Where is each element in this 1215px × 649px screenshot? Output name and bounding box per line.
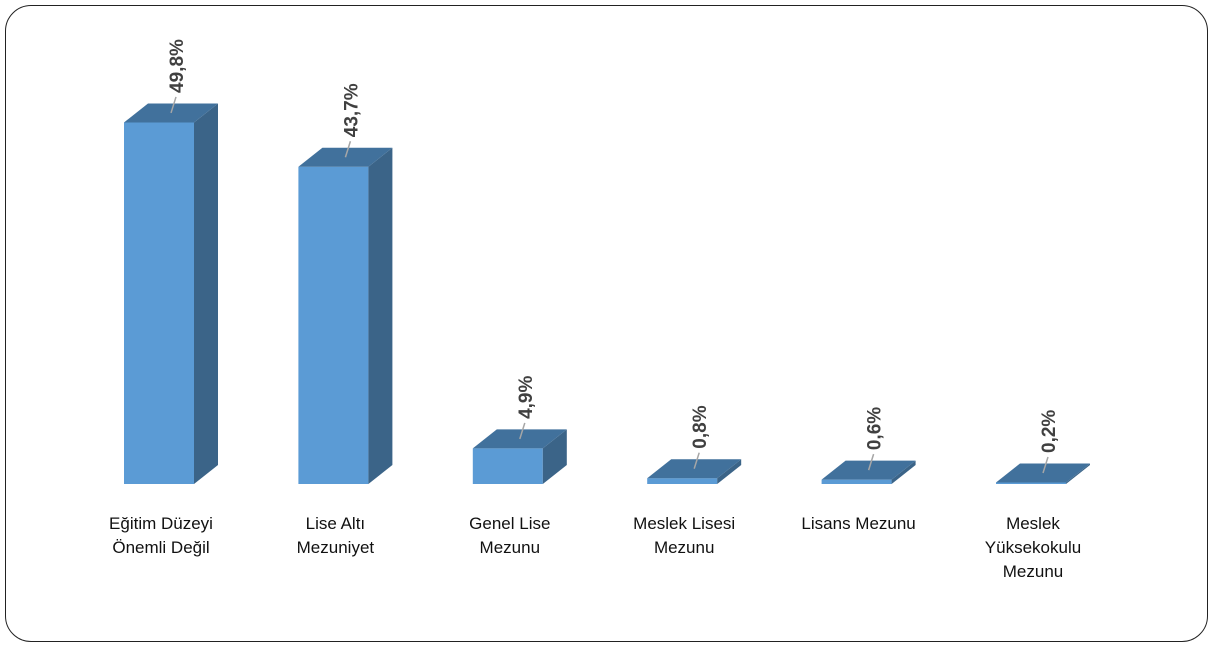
data-label-leader-1: [344, 141, 352, 158]
data-label-leader-0: [170, 96, 177, 114]
bar-side-5: [1066, 463, 1090, 484]
bar-side-4: [891, 460, 916, 484]
data-label-4: 0,6%: [865, 407, 886, 450]
data-label-leader-4: [867, 453, 875, 471]
category-label-4: Lisans Mezunu: [801, 514, 916, 533]
data-label-leader-2: [519, 422, 526, 440]
bar-front-5: [996, 482, 1066, 484]
category-label-2: Genel Lise Mezunu: [469, 514, 551, 557]
bar-side-2: [542, 429, 567, 484]
bar-front-2: [472, 448, 543, 484]
data-label-leader-3: [693, 452, 700, 469]
data-label-3: 0,8%: [690, 405, 711, 448]
bar-side-3: [717, 459, 742, 484]
bar-front-0: [124, 122, 194, 485]
data-label-0: 49,8%: [167, 39, 188, 93]
category-label-0: Eğitim Düzeyi Önemli Değil: [109, 514, 213, 557]
data-label-leader-5: [1042, 456, 1049, 474]
bar-front-1: [298, 166, 369, 484]
data-label-5: 0,2%: [1039, 410, 1060, 453]
category-label-3: Meslek Lisesi Mezunu: [633, 514, 736, 557]
data-label-1: 43,7%: [341, 83, 362, 137]
bar-front-3: [647, 478, 718, 484]
data-label-2: 4,9%: [516, 376, 537, 419]
bar-side-1: [368, 147, 393, 484]
bar-front-4: [821, 479, 892, 484]
bar-side-0: [194, 103, 218, 485]
category-label-1: Lise Altı Mezuniyet: [296, 514, 375, 557]
category-label-5: Meslek Yüksekokulu Mezunu: [984, 514, 1082, 581]
